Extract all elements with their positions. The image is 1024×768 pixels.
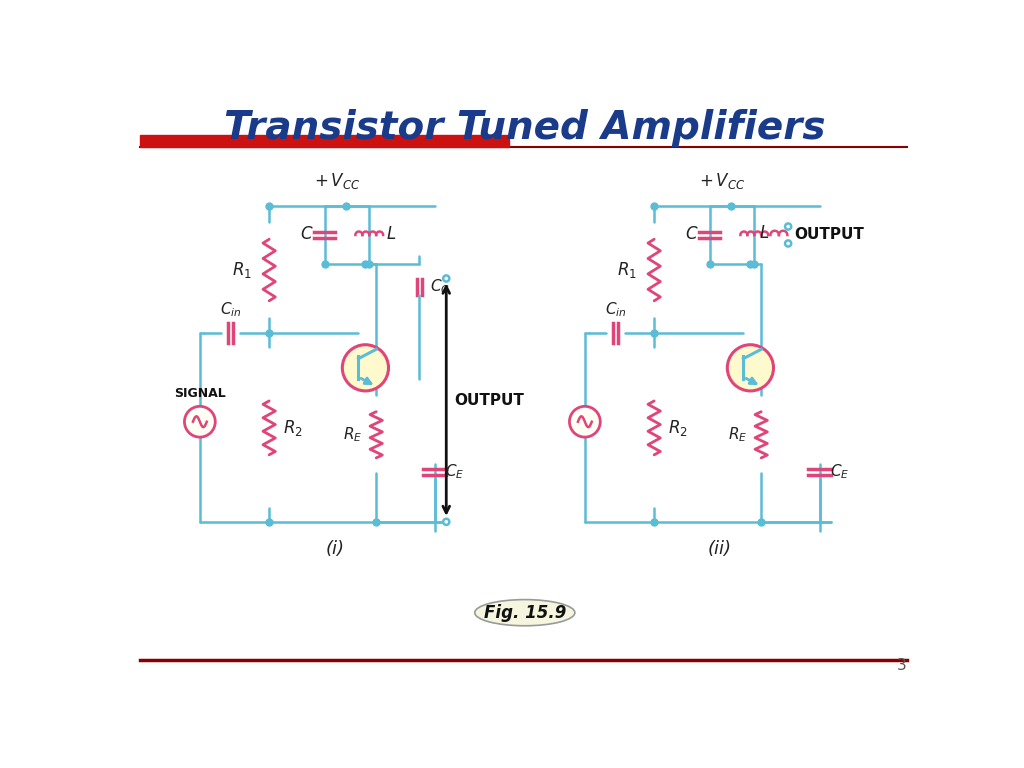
Text: $L$: $L$ xyxy=(759,225,769,242)
Text: $C_{in}$: $C_{in}$ xyxy=(220,300,242,319)
Text: $R_1$: $R_1$ xyxy=(232,260,252,280)
Circle shape xyxy=(184,406,215,437)
Circle shape xyxy=(443,518,450,525)
Text: (ii): (ii) xyxy=(708,540,731,558)
Text: $C_E$: $C_E$ xyxy=(830,462,850,481)
Text: $L$: $L$ xyxy=(386,227,396,243)
Text: (i): (i) xyxy=(325,540,344,558)
Text: Fig. 15.9: Fig. 15.9 xyxy=(483,604,566,621)
Circle shape xyxy=(342,345,388,391)
Text: $C_{in}$: $C_{in}$ xyxy=(605,300,627,319)
Text: 3: 3 xyxy=(897,657,906,673)
Text: Transistor Tuned Amplifiers: Transistor Tuned Amplifiers xyxy=(224,108,825,147)
Text: OUTPUT: OUTPUT xyxy=(795,227,864,243)
Ellipse shape xyxy=(475,600,574,626)
Text: $C$: $C$ xyxy=(300,227,313,243)
Circle shape xyxy=(443,276,450,282)
Text: OUTPUT: OUTPUT xyxy=(454,392,524,408)
Text: $R_2$: $R_2$ xyxy=(283,418,303,438)
Circle shape xyxy=(785,223,792,230)
Text: $R_2$: $R_2$ xyxy=(668,418,688,438)
Circle shape xyxy=(785,240,792,247)
Text: $+\,V_{CC}$: $+\,V_{CC}$ xyxy=(698,170,745,190)
Circle shape xyxy=(569,406,600,437)
Circle shape xyxy=(727,345,773,391)
Text: $R_1$: $R_1$ xyxy=(617,260,637,280)
Text: $R_E$: $R_E$ xyxy=(343,425,362,444)
Bar xyxy=(140,135,509,147)
Text: $C_C$: $C_C$ xyxy=(430,277,451,296)
Text: $+\,V_{CC}$: $+\,V_{CC}$ xyxy=(313,170,360,190)
Text: SIGNAL: SIGNAL xyxy=(174,387,225,400)
Text: $C$: $C$ xyxy=(685,227,698,243)
Text: $C_E$: $C_E$ xyxy=(445,462,465,481)
Text: $R_E$: $R_E$ xyxy=(728,425,748,444)
